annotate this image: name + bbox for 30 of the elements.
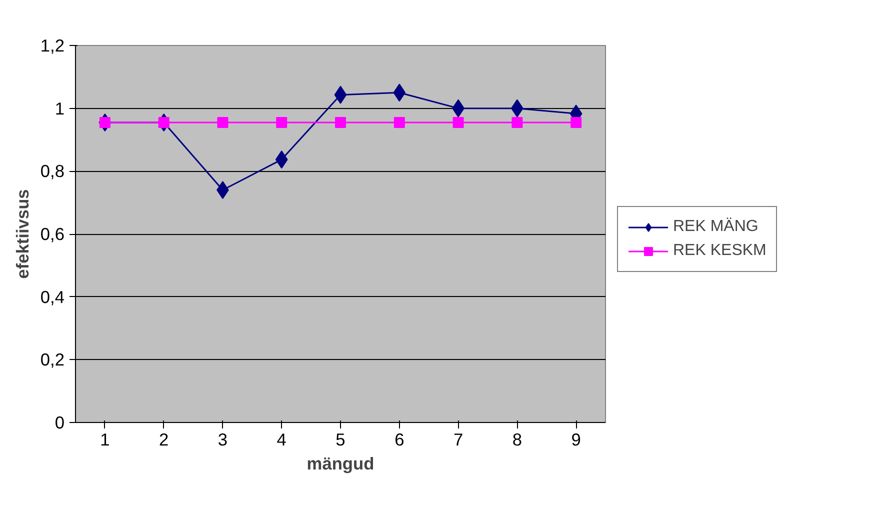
x-tick-label: 2 — [159, 430, 169, 450]
y-tick-label: 0 — [54, 412, 65, 432]
y-tick-label: 0,8 — [40, 161, 65, 182]
point — [334, 86, 347, 104]
point — [275, 150, 288, 169]
point — [217, 116, 228, 128]
point — [394, 116, 405, 128]
y-axis-title: efektiivsus — [12, 189, 32, 279]
x-tick-label: 6 — [394, 430, 404, 450]
x-tick-label: 9 — [571, 430, 581, 450]
legend-label: REK MÄNG — [673, 218, 758, 236]
x-tick-label: 3 — [218, 430, 228, 450]
x-tick-label: 1 — [100, 430, 110, 450]
x-axis-title: mängud — [306, 454, 374, 474]
x-tick-label: 7 — [453, 430, 464, 450]
point — [452, 116, 464, 128]
point — [570, 116, 582, 128]
x-tick-label: 5 — [336, 430, 346, 450]
x-tick-label: 4 — [276, 430, 287, 450]
y-tick-label: 1,2 — [40, 36, 65, 56]
y-tick-label: 0,2 — [40, 350, 65, 370]
point — [276, 116, 288, 128]
x-tick-label: 8 — [512, 430, 522, 450]
point — [512, 116, 523, 128]
y-tick-label: 1 — [54, 98, 65, 118]
legend-label: REK KESKM — [673, 242, 766, 260]
y-tick-label: 0,6 — [40, 224, 65, 244]
point — [335, 116, 346, 128]
point — [393, 84, 406, 102]
y-tick-label: 0,4 — [40, 286, 65, 307]
